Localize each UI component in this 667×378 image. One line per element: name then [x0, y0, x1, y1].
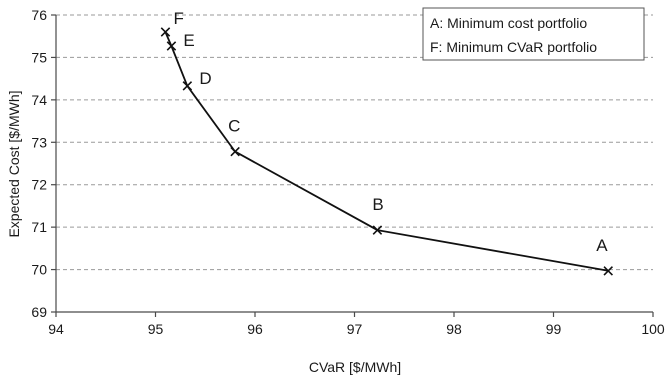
y-tick-label: 71: [31, 219, 47, 235]
y-tick-label: 69: [31, 304, 47, 320]
x-tick-label: 100: [641, 321, 665, 337]
x-tick-label: 94: [48, 321, 64, 337]
point-marker-b: [372, 225, 383, 235]
point-marker-f: [160, 27, 171, 37]
marker-stroke: [230, 146, 240, 157]
y-tick-label: 70: [31, 262, 47, 278]
y-tick-label: 76: [31, 7, 47, 23]
legend-box: [422, 7, 645, 61]
axes: [51, 14, 654, 317]
marker-stroke: [160, 27, 171, 37]
x-tick-label: 95: [148, 321, 164, 337]
y-axis-title: Expected Cost [$/MWh]: [6, 90, 22, 237]
point-label-d: D: [199, 69, 211, 88]
legend-entry-a: A: Minimum cost portfolio: [430, 15, 587, 31]
marker-stroke: [182, 81, 193, 91]
y-tick-label: 73: [31, 134, 47, 150]
y-tick-label: 74: [31, 92, 47, 108]
y-tick-label: 72: [31, 177, 47, 193]
point-label-a: A: [596, 236, 608, 255]
x-tick-label: 96: [247, 321, 263, 337]
marker-stroke: [372, 225, 383, 235]
point-label-e: E: [183, 31, 194, 50]
x-tick-label: 97: [347, 321, 363, 337]
tick-labels: 69 70 71 72 73 74 75 76 94 95 96 97 98 99 100: [31, 7, 664, 337]
point-marker-a: [603, 266, 613, 276]
point-marker-d: [182, 81, 193, 91]
point-label-b: B: [372, 195, 383, 214]
point-label-c: C: [228, 117, 240, 136]
marker-stroke: [166, 41, 177, 51]
legend: A: Minimum cost portfolio F: Minimum CVa…: [422, 7, 645, 61]
point-marker-c: [230, 146, 240, 157]
legend-entry-f: F: Minimum CVaR portfolio: [430, 39, 597, 55]
point-label-f: F: [173, 9, 183, 28]
y-tick-label: 75: [31, 49, 47, 65]
x-axis-title: CVaR [$/MWh]: [309, 359, 401, 375]
x-tick-label: 99: [546, 321, 562, 337]
point-marker-e: [166, 41, 177, 51]
x-tick-label: 98: [446, 321, 462, 337]
marker-stroke: [603, 266, 613, 276]
series-line: [164, 31, 609, 272]
series: FED C B A: [160, 9, 613, 276]
